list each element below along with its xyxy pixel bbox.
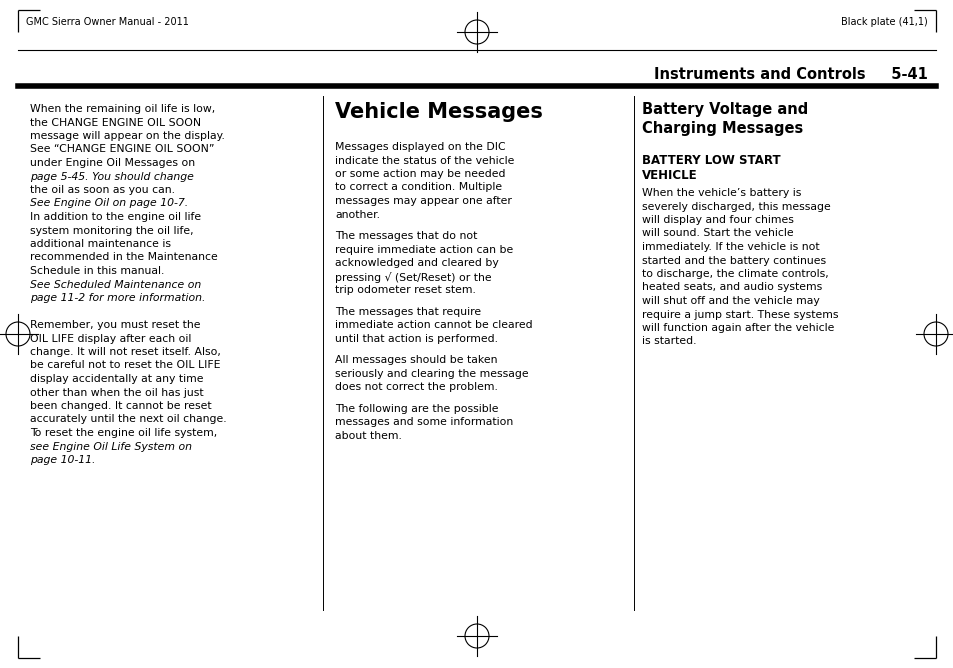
Text: recommended in the Maintenance: recommended in the Maintenance [30,253,217,263]
Text: will function again after the vehicle: will function again after the vehicle [641,323,834,333]
Text: the oil as soon as you can.: the oil as soon as you can. [30,185,174,195]
Text: The following are the possible: The following are the possible [335,404,498,414]
Text: acknowledged and cleared by: acknowledged and cleared by [335,258,498,268]
Text: will sound. Start the vehicle: will sound. Start the vehicle [641,228,793,238]
Text: change. It will not reset itself. Also,: change. It will not reset itself. Also, [30,347,221,357]
Text: started and the battery continues: started and the battery continues [641,255,825,265]
Text: severely discharged, this message: severely discharged, this message [641,202,830,212]
Text: Vehicle Messages: Vehicle Messages [335,102,542,122]
Text: See Scheduled Maintenance on: See Scheduled Maintenance on [30,279,201,289]
Text: until that action is performed.: until that action is performed. [335,334,497,344]
Text: to discharge, the climate controls,: to discharge, the climate controls, [641,269,828,279]
Text: BATTERY LOW START
VEHICLE: BATTERY LOW START VEHICLE [641,154,780,182]
Text: GMC Sierra Owner Manual - 2011: GMC Sierra Owner Manual - 2011 [26,17,189,27]
Text: messages and some information: messages and some information [335,418,513,428]
Text: under Engine Oil Messages on: under Engine Oil Messages on [30,158,195,168]
Text: immediately. If the vehicle is not: immediately. If the vehicle is not [641,242,819,252]
Text: heated seats, and audio systems: heated seats, and audio systems [641,283,821,293]
Text: or some action may be needed: or some action may be needed [335,169,505,179]
Text: system monitoring the oil life,: system monitoring the oil life, [30,226,193,236]
Text: additional maintenance is: additional maintenance is [30,239,171,249]
Text: page 11-2 for more information.: page 11-2 for more information. [30,293,205,303]
Text: trip odometer reset stem.: trip odometer reset stem. [335,285,476,295]
Text: All messages should be taken: All messages should be taken [335,355,497,365]
Text: page 10-11.: page 10-11. [30,455,95,465]
Text: the CHANGE ENGINE OIL SOON: the CHANGE ENGINE OIL SOON [30,118,201,128]
Text: message will appear on the display.: message will appear on the display. [30,131,225,141]
Text: See “CHANGE ENGINE OIL SOON”: See “CHANGE ENGINE OIL SOON” [30,144,214,154]
Text: pressing √ (Set/Reset) or the: pressing √ (Set/Reset) or the [335,272,491,283]
Text: seriously and clearing the message: seriously and clearing the message [335,369,528,379]
Text: will shut off and the vehicle may: will shut off and the vehicle may [641,296,819,306]
Text: When the remaining oil life is low,: When the remaining oil life is low, [30,104,215,114]
Text: will display and four chimes: will display and four chimes [641,215,793,225]
Text: Remember, you must reset the: Remember, you must reset the [30,320,200,330]
Text: other than when the oil has just: other than when the oil has just [30,387,203,397]
Text: been changed. It cannot be reset: been changed. It cannot be reset [30,401,212,411]
Text: See Engine Oil on page 10-7.: See Engine Oil on page 10-7. [30,198,188,208]
Text: indicate the status of the vehicle: indicate the status of the vehicle [335,156,514,166]
Text: display accidentally at any time: display accidentally at any time [30,374,203,384]
Text: The messages that require: The messages that require [335,307,480,317]
Text: require immediate action can be: require immediate action can be [335,244,513,255]
Text: OIL LIFE display after each oil: OIL LIFE display after each oil [30,333,192,343]
Text: messages may appear one after: messages may appear one after [335,196,512,206]
Text: require a jump start. These systems: require a jump start. These systems [641,309,838,319]
Text: When the vehicle’s battery is: When the vehicle’s battery is [641,188,801,198]
Text: In addition to the engine oil life: In addition to the engine oil life [30,212,201,222]
Text: The messages that do not: The messages that do not [335,231,476,241]
Text: immediate action cannot be cleared: immediate action cannot be cleared [335,320,532,330]
Text: Instruments and Controls     5-41: Instruments and Controls 5-41 [654,67,927,82]
Text: be careful not to reset the OIL LIFE: be careful not to reset the OIL LIFE [30,361,220,371]
Text: another.: another. [335,210,379,220]
Text: to correct a condition. Multiple: to correct a condition. Multiple [335,182,501,192]
Text: Black plate (41,1): Black plate (41,1) [841,17,927,27]
Text: about them.: about them. [335,431,401,441]
Text: is started.: is started. [641,337,696,347]
Text: Schedule in this manual.: Schedule in this manual. [30,266,164,276]
Text: does not correct the problem.: does not correct the problem. [335,382,497,392]
Text: To reset the engine oil life system,: To reset the engine oil life system, [30,428,217,438]
Text: Battery Voltage and
Charging Messages: Battery Voltage and Charging Messages [641,102,807,136]
Text: Messages displayed on the DIC: Messages displayed on the DIC [335,142,505,152]
Text: accurately until the next oil change.: accurately until the next oil change. [30,415,227,424]
Text: see Engine Oil Life System on: see Engine Oil Life System on [30,442,192,452]
Text: page 5-45. You should change: page 5-45. You should change [30,172,193,182]
